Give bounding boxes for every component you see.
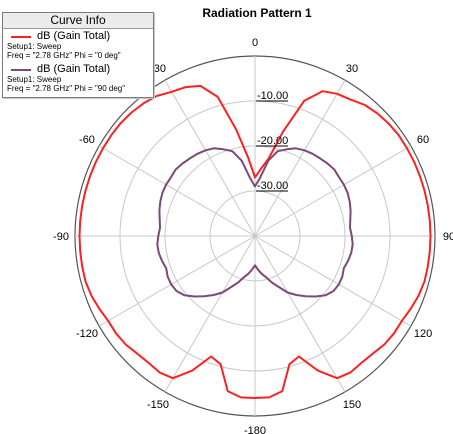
grid-spoke [254, 79, 346, 237]
radial-tick-label: -20.00 [257, 135, 288, 147]
legend-setup-1: Setup1: Sweep [7, 42, 62, 51]
legend-series-name-1: dB (Gain Total) [37, 30, 111, 42]
legend-swatch-1 [11, 36, 31, 38]
angle-tick-label: 0 [252, 37, 258, 49]
grid-spoke [254, 145, 412, 237]
legend-entry-1[interactable]: dB (Gain Total) Setup1: Sweep Freq = "2.… [3, 30, 153, 62]
series-line-1 [78, 84, 432, 399]
legend-setup-2: Setup1: Sweep [7, 75, 62, 84]
tick-labels: 0 30 60 90 120 150 -180 -150 -120 -90 -60 -30 -30.00… [53, 37, 453, 434]
legend-title: Curve Info [3, 13, 153, 29]
angle-tick-label: -30 [150, 63, 166, 75]
legend-freq-1: Freq = "2.78 GHz" Phi = "0 deg" [7, 51, 121, 60]
angle-tick-label: -180 [244, 425, 266, 434]
grid-spoke [98, 145, 256, 237]
series-layer [78, 84, 432, 399]
angle-tick-label: 60 [417, 134, 429, 146]
angle-tick-label: -90 [53, 231, 69, 243]
angle-tick-label: 150 [343, 399, 361, 411]
legend[interactable]: Curve Info dB (Gain Total) Setup1: Sweep… [2, 12, 154, 98]
legend-entry-2[interactable]: dB (Gain Total) Setup1: Sweep Freq = "2.… [3, 63, 153, 95]
series-line-2 [156, 147, 354, 298]
polar-grid [74, 55, 436, 417]
angle-tick-label: -150 [147, 399, 169, 411]
angle-tick-label: 30 [346, 63, 358, 75]
grid-spoke [98, 235, 256, 327]
grid-spoke [254, 235, 412, 327]
angle-tick-label: 120 [414, 328, 432, 340]
legend-series-name-2: dB (Gain Total) [37, 63, 111, 75]
grid-spoke [254, 235, 346, 393]
angle-tick-label: -120 [76, 328, 98, 340]
grid-spoke [164, 235, 256, 393]
radial-tick-label: -10.00 [257, 90, 288, 102]
radial-tick-label: -30.00 [257, 180, 288, 192]
legend-swatch-2 [11, 69, 31, 71]
angle-tick-label: -60 [79, 134, 95, 146]
grid-spoke [164, 79, 256, 237]
angle-tick-label: 90 [443, 231, 453, 243]
chart-title: Radiation Pattern 1 [202, 6, 312, 20]
legend-freq-2: Freq = "2.78 GHz" Phi = "90 deg" [7, 84, 126, 93]
